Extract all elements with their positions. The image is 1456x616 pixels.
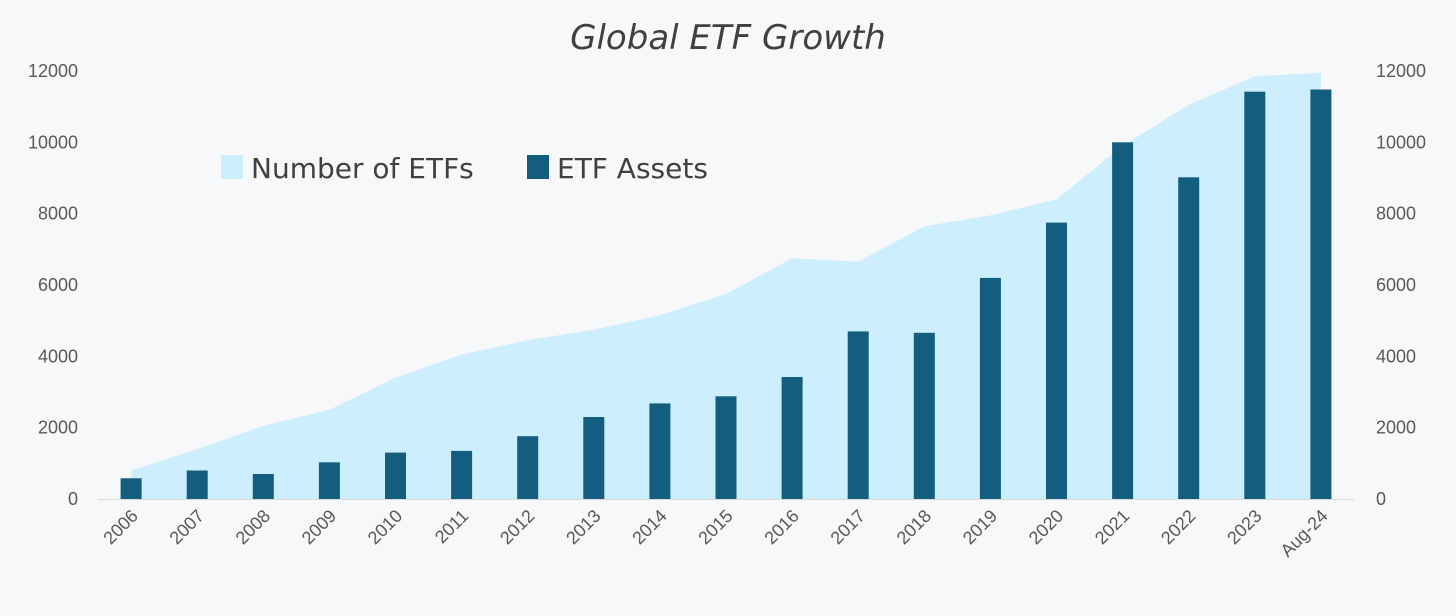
x-tick-label: 2012 xyxy=(496,506,538,548)
bar-etf-assets-2015 xyxy=(715,396,737,499)
y-left-tick-label: 4000 xyxy=(38,346,78,366)
x-axis: 2006 2007 2008 2009 2010 2011 2012 2013 2014 2015… xyxy=(99,506,1331,561)
bar-etf-assets-2011 xyxy=(451,450,473,499)
y-axis-left: 0 2000 4000 6000 8000 10000 12000 xyxy=(28,61,78,509)
x-tick-label: 2010 xyxy=(364,506,406,548)
bar-etf-assets-2018 xyxy=(913,332,935,499)
y-right-tick-label: 12000 xyxy=(1376,61,1426,81)
x-tick-label: 2015 xyxy=(694,506,736,548)
plot-area xyxy=(98,72,1354,500)
bar-etf-assets-2008 xyxy=(252,474,274,499)
y-left-tick-label: 0 xyxy=(68,489,78,509)
bar-etf-assets-2006 xyxy=(120,478,142,499)
x-tick-label: 2021 xyxy=(1091,506,1133,548)
x-tick-label: 2011 xyxy=(431,506,473,548)
y-left-tick-label: 10000 xyxy=(28,132,78,152)
y-left-tick-label: 12000 xyxy=(28,61,78,81)
bar-etf-assets-2020 xyxy=(1046,222,1067,499)
x-tick-label: 2016 xyxy=(760,506,802,548)
bar-etf-assets-2010 xyxy=(385,452,406,499)
legend-label-etf-assets: ETF Assets xyxy=(557,152,708,185)
bar-etf-assets-2023 xyxy=(1244,91,1266,499)
y-right-tick-label: 6000 xyxy=(1376,275,1416,295)
bar-etf-assets-2016 xyxy=(781,377,803,499)
x-tick-label: 2022 xyxy=(1157,506,1199,548)
bar-etf-assets-2007 xyxy=(186,470,208,499)
x-tick-label: 2007 xyxy=(166,506,208,548)
bar-etf-assets-2022 xyxy=(1178,177,1200,500)
x-tick-label: 2008 xyxy=(232,506,274,548)
area-number-of-etfs xyxy=(131,72,1321,500)
x-tick-label: 2014 xyxy=(628,506,670,548)
y-right-tick-label: 10000 xyxy=(1376,132,1426,152)
x-tick-label: 2009 xyxy=(298,506,340,548)
x-tick-label: 2013 xyxy=(562,506,604,548)
y-left-tick-label: 8000 xyxy=(38,204,78,224)
x-tick-label: 2023 xyxy=(1223,506,1265,548)
legend-swatch-etf-assets xyxy=(527,155,549,179)
bar-etf-assets-2012 xyxy=(517,436,539,499)
x-tick-label: 2019 xyxy=(959,506,1001,548)
bar-etf-assets-2014 xyxy=(649,403,671,499)
bar-etf-assets-aug-24 xyxy=(1310,89,1332,499)
bar-etf-assets-2017 xyxy=(847,331,869,499)
y-right-tick-label: 2000 xyxy=(1376,418,1416,438)
x-tick-label: 2017 xyxy=(827,506,869,548)
y-left-tick-label: 2000 xyxy=(38,418,78,438)
x-tick-label: 2006 xyxy=(99,506,141,548)
y-left-tick-label: 6000 xyxy=(38,275,78,295)
x-tick-label: 2020 xyxy=(1025,506,1067,548)
y-right-tick-label: 4000 xyxy=(1376,346,1416,366)
legend-label-number-of-etfs: Number of ETFs xyxy=(251,152,474,185)
x-tick-label: 2018 xyxy=(893,506,935,548)
bar-etf-assets-2019 xyxy=(979,277,1001,499)
bar-etf-assets-2009 xyxy=(318,462,340,499)
legend-swatch-number-of-etfs xyxy=(221,155,243,179)
legend: Number of ETFs ETF Assets xyxy=(221,152,708,185)
y-right-tick-label: 0 xyxy=(1376,489,1386,509)
x-tick-label: Aug-24 xyxy=(1277,506,1332,561)
bar-etf-assets-2021 xyxy=(1112,142,1134,500)
y-axis-right: 0 2000 4000 6000 8000 10000 12000 xyxy=(1376,61,1426,509)
chart-title: Global ETF Growth xyxy=(570,18,886,58)
y-right-tick-label: 8000 xyxy=(1376,204,1416,224)
bar-etf-assets-2013 xyxy=(583,417,605,499)
